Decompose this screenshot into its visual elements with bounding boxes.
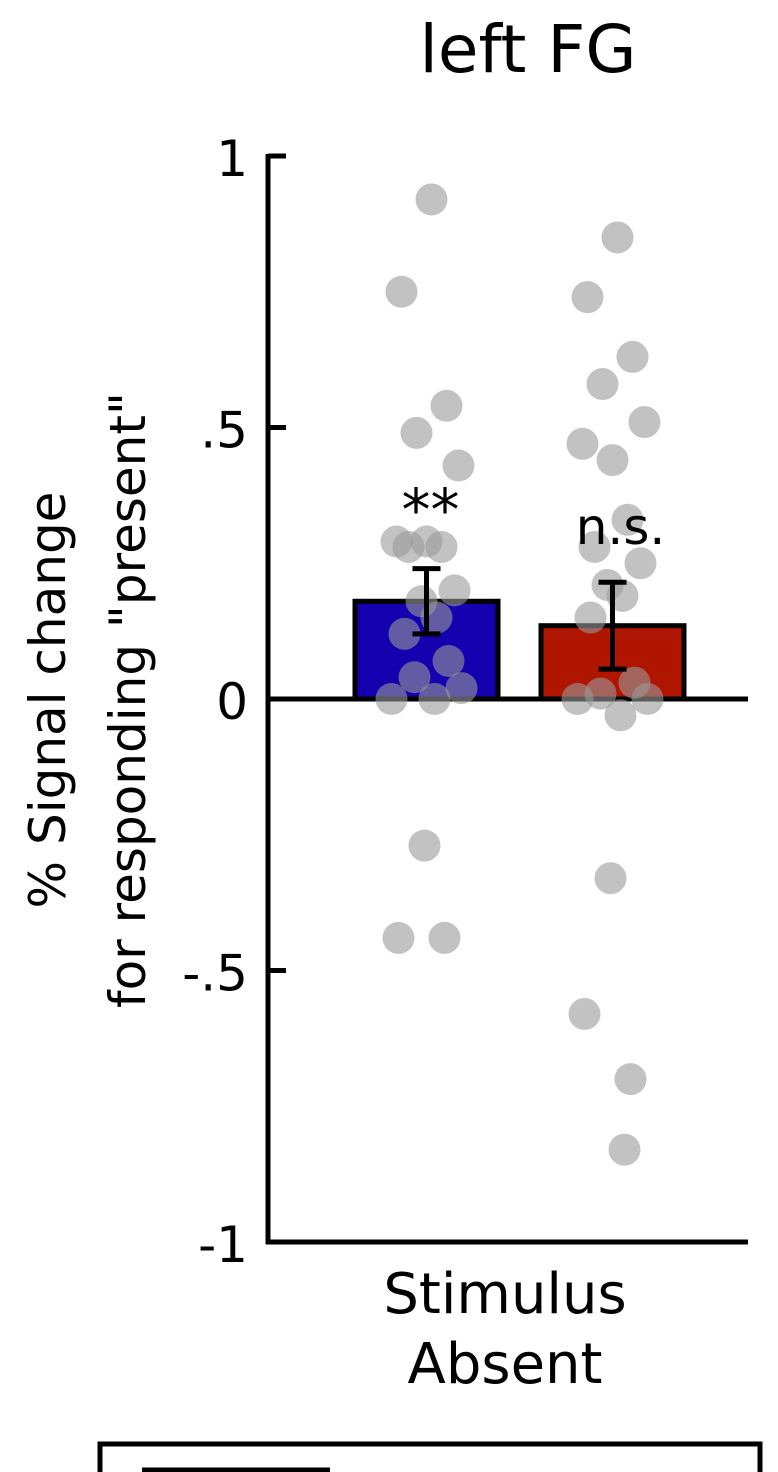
data-point [611, 503, 644, 536]
y-tick-label: .5 [200, 402, 248, 460]
data-point [604, 699, 637, 732]
data-point [385, 275, 418, 308]
data-point [628, 406, 661, 439]
data-point [561, 683, 594, 715]
data-point [442, 449, 475, 482]
data-point [430, 389, 463, 422]
y-tick-label: -1 [198, 1216, 248, 1274]
data-point [375, 683, 408, 715]
legend-border [97, 1441, 763, 1472]
data-point [388, 617, 421, 650]
data-point [392, 530, 425, 563]
significance-label: ** [402, 476, 460, 544]
data-point [631, 683, 664, 715]
y-axis-label-line2: for responding "present" [99, 392, 157, 1008]
data-point [616, 340, 649, 373]
chart-title: left FG [420, 11, 637, 88]
data-point [601, 221, 634, 254]
data-point [594, 862, 627, 895]
y-tick-label: 0 [216, 673, 248, 731]
data-point [568, 997, 601, 1030]
y-axis-label-line1: % Signal change [19, 492, 77, 909]
data-point [596, 444, 629, 477]
data-point [400, 416, 433, 449]
y-axis-label: % Signal change [19, 492, 77, 909]
data-point [408, 829, 441, 862]
data-point [586, 368, 619, 401]
data-point [566, 427, 599, 460]
data-point [428, 921, 461, 954]
data-point [432, 644, 465, 677]
data-point [608, 1133, 641, 1166]
plot-area: 1 .5 0 -.5 -1 ** n.s. [182, 130, 748, 1274]
data-point [445, 672, 478, 705]
x-axis-label-line2: Absent [408, 1332, 603, 1397]
x-axis-label-line1: Stimulus [383, 1262, 626, 1327]
data-point [418, 683, 451, 715]
legend-box [97, 1441, 763, 1472]
data-point [425, 530, 458, 563]
data-point [398, 661, 431, 694]
y-tick-label: 1 [216, 130, 248, 188]
data-point [415, 183, 448, 216]
data-point [624, 547, 657, 580]
data-point [438, 574, 471, 607]
data-point [574, 601, 607, 634]
y-tick-label: -.5 [182, 945, 248, 1003]
data-point [571, 281, 604, 314]
data-point [614, 1063, 647, 1096]
significance-label: n.s. [576, 498, 666, 556]
data-point [578, 530, 611, 563]
data-point [382, 921, 415, 954]
